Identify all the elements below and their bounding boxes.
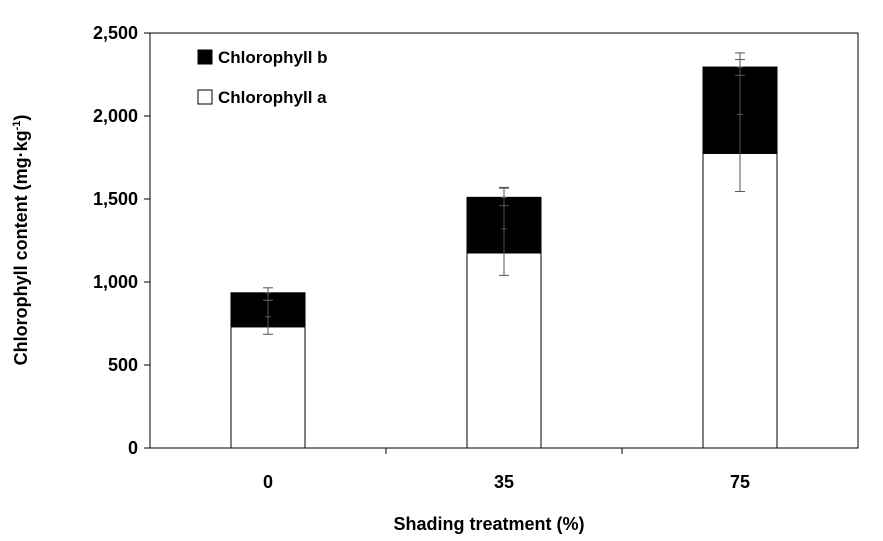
- y-axis-label-main: Chlorophyll content (mg·kg: [11, 130, 31, 365]
- bar-chlorophyll-a-0: [230, 326, 306, 449]
- bar-series: [230, 66, 778, 449]
- x-tick-label: 75: [730, 472, 750, 492]
- error-bars: [263, 52, 745, 335]
- legend-label-chlorophyll-b: Chlorophyll b: [218, 48, 328, 67]
- bar-chlorophyll-a-75: [702, 152, 778, 449]
- x-axis-label: Shading treatment (%): [393, 514, 584, 534]
- legend: Chlorophyll b Chlorophyll a: [197, 48, 328, 107]
- y-tick-label: 2,000: [93, 106, 138, 126]
- legend-label-chlorophyll-a: Chlorophyll a: [218, 88, 327, 107]
- y-axis-label-sup: -1: [11, 121, 23, 131]
- x-axis: 0 35 75: [263, 448, 750, 492]
- legend-swatch-chlorophyll-b: [197, 49, 213, 65]
- y-axis-label: Chlorophyll content (mg·kg-1): [11, 115, 31, 366]
- y-axis: 0 500 1,000 1,500 2,000 2,500: [93, 23, 150, 458]
- x-tick-label: 35: [494, 472, 514, 492]
- y-tick-label: 1,000: [93, 272, 138, 292]
- y-tick-label: 2,500: [93, 23, 138, 43]
- x-tick-label: 0: [263, 472, 273, 492]
- bar-chlorophyll-a-35: [466, 252, 542, 449]
- y-tick-label: 500: [108, 355, 138, 375]
- y-tick-label: 1,500: [93, 189, 138, 209]
- legend-swatch-chlorophyll-a: [197, 89, 213, 105]
- y-axis-label-end: ): [11, 115, 31, 121]
- y-tick-label: 0: [128, 438, 138, 458]
